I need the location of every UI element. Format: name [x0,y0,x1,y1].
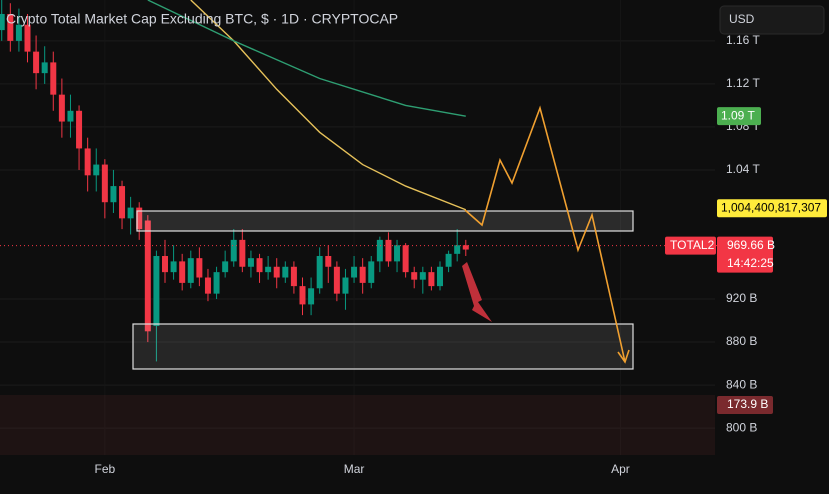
candle-body [41,62,48,74]
candle-body [333,266,340,294]
candle-body [411,272,418,280]
candle-body [0,13,5,31]
candle-body [282,266,289,278]
currency[interactable]: USD [729,12,755,26]
candle-body [256,258,263,273]
candle-body [127,207,134,219]
last-price-label: 969.66 B [727,238,775,252]
candle-body [50,62,57,95]
candle-body [454,245,461,254]
candle-body [7,13,14,41]
candle-body [213,272,220,294]
candle-body [402,245,409,273]
candle-body [230,239,237,262]
volume-tag: 173.9 B [727,397,768,411]
candle-body [58,94,65,122]
moving-average [147,0,466,117]
candle-body [308,288,315,305]
price-tag-box [717,107,761,126]
candle-body [342,277,349,294]
candle-body [93,164,100,176]
candle-body [33,51,40,74]
last-price-box [717,236,773,273]
candle-body [247,258,254,267]
symbol-tag-box [665,236,716,255]
projection-arrowhead [617,349,630,364]
candle-body [187,258,194,283]
candle-body [385,239,392,262]
resistance-zone [136,210,634,232]
candle-body [437,266,443,287]
currency-button[interactable] [719,5,825,35]
price-tag-box [717,199,827,218]
candle-body [144,220,151,332]
candle-body [84,148,91,176]
candle-body [428,272,435,287]
grid [0,40,715,429]
candle-body [24,24,31,52]
candle-body [299,286,306,305]
candle-body [351,266,358,278]
volume-backdrop [0,395,715,455]
candle-body [170,261,177,273]
symbol-tag: TOTAL2 [670,238,715,252]
y-tick-label: 1.16 T [726,33,760,47]
y-tick-label: 880 B [726,334,757,348]
candle-body [101,164,108,203]
moving-averages [147,0,467,211]
candle-body [394,245,401,262]
candle-body [196,258,203,278]
candle-body [162,256,168,273]
y-tick-label: 1.12 T [726,76,760,90]
candle-body [419,272,426,280]
candle-body [110,186,117,203]
support-zone [132,323,634,370]
candle-body [153,256,160,326]
y-tick-label: 1.04 T [726,162,760,176]
countdown: 14:42:25 [727,256,774,270]
candles [0,0,469,362]
x-tick-label: Apr [611,462,630,476]
projection-path [464,105,626,363]
candle-body [316,256,323,289]
candle-body [119,186,126,219]
down-arrow [462,262,492,322]
candle-body [359,266,366,283]
candle-body [204,277,211,294]
candle-body [76,110,83,149]
chart-title: Crypto Total Market Cap Excluding BTC, $… [6,11,398,27]
candle-body [368,261,375,283]
volume-area [0,395,715,455]
y-tick-label: 920 B [726,291,757,305]
volume-tag-box [717,396,773,414]
candle-body [136,207,143,230]
candle-body [445,253,452,267]
candle-body [222,261,229,273]
price-tag-label: 1.09 T [721,108,755,122]
candle-body [179,261,186,283]
candle-body [15,24,22,41]
candle-body [265,266,272,273]
price-tag-label: 1,004,400,817,307 [721,200,821,214]
candle-body [290,266,297,287]
y-tick-label: 840 B [726,377,757,391]
x-tick-label: Mar [344,462,365,476]
candle-body [239,239,246,267]
candle-body [67,110,74,122]
x-tick-label: Feb [95,462,116,476]
candle-body [376,239,383,262]
y-tick-label: 800 B [726,420,757,434]
candle-body [273,266,280,278]
candle-body [325,256,332,267]
candle-body [462,245,469,250]
